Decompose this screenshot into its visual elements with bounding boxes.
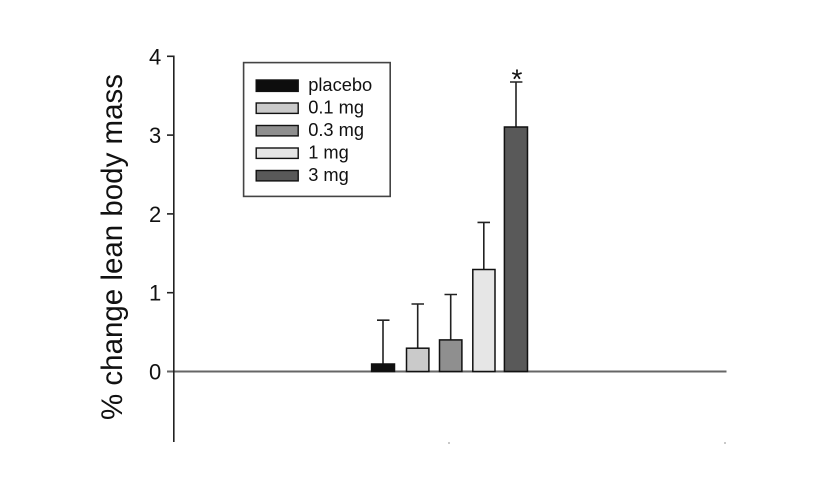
svg-text:3 mg: 3 mg (308, 164, 349, 185)
svg-text:0.3 mg: 0.3 mg (308, 119, 364, 140)
svg-text:2: 2 (149, 202, 161, 227)
svg-text:0: 0 (149, 360, 161, 385)
svg-text:1: 1 (149, 281, 161, 306)
svg-text:1 mg: 1 mg (308, 141, 349, 162)
svg-text:3: 3 (149, 123, 161, 148)
svg-text:*: * (512, 64, 523, 95)
svg-text:0.1 mg: 0.1 mg (308, 96, 364, 117)
svg-text:% change lean body mass: % change lean body mass (96, 74, 129, 420)
svg-text:placebo: placebo (308, 74, 372, 95)
svg-text:4: 4 (149, 44, 161, 69)
